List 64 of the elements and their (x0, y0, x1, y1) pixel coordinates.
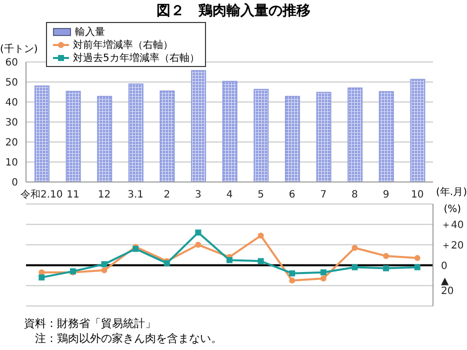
point (320, 269, 326, 276)
point (195, 230, 202, 236)
point (195, 242, 202, 248)
point (352, 244, 358, 251)
x-tick-label: 10 (410, 189, 424, 200)
y-tick-label: 50 (5, 78, 18, 89)
x-tick-label: 12 (98, 189, 111, 200)
point (383, 265, 390, 272)
x-tick-label: 令和2.10 (20, 188, 63, 200)
y-tick-label: ＋40 (441, 220, 464, 231)
bar (128, 84, 144, 182)
legend-label: 対過去5カ年増減率（右軸） (72, 52, 200, 64)
bar (284, 96, 300, 182)
y-tick-label: 0 (12, 178, 18, 189)
bar (348, 88, 363, 182)
y-tick-label: 30 (5, 118, 18, 129)
y-tick-label: 40 (5, 98, 18, 109)
x-tick-label: 6 (288, 189, 296, 200)
x-tick-label: 7 (320, 189, 327, 200)
y-tick-label: ▲ 20 (441, 276, 454, 298)
point (414, 264, 420, 270)
x-tick-label: 3.1 (128, 189, 144, 200)
point (289, 270, 296, 276)
bar (410, 78, 426, 182)
bar (97, 96, 112, 182)
bar (66, 90, 81, 182)
y-axis-title: (千トン) (0, 42, 38, 56)
y-tick-label: 20 (5, 138, 18, 149)
x-tick-label: 11 (66, 189, 80, 200)
point (320, 275, 326, 282)
bar (222, 80, 238, 182)
point (226, 257, 232, 264)
point (414, 255, 420, 262)
point (383, 253, 390, 260)
y-tick-label: 0 (441, 260, 448, 272)
point (258, 258, 264, 264)
text: 輸入量 (75, 26, 105, 38)
x-axis-title: (年.月) (436, 186, 467, 199)
point (38, 274, 45, 280)
point (101, 267, 108, 274)
bar (254, 88, 269, 182)
point (101, 261, 108, 268)
point (352, 264, 358, 270)
x-tick-label: 3 (195, 189, 202, 200)
y-axis-title: (%) (444, 204, 461, 215)
bar (378, 91, 394, 182)
text: 資料：財務省「貿易統計」 (24, 316, 157, 331)
y-tick-label: 60 (5, 58, 18, 69)
x-tick-label: 5 (258, 189, 264, 200)
bar (34, 86, 50, 182)
legend-label: 対前年増減率（右軸） (72, 38, 174, 51)
x-tick-label: 8 (352, 189, 358, 200)
x-tick-label: 2 (164, 189, 170, 200)
point (258, 232, 264, 239)
bar (316, 92, 332, 182)
x-tick-label: 9 (382, 189, 390, 200)
y-tick-label: 10 (5, 158, 18, 169)
y-tick-label: ＋20 (441, 240, 464, 252)
point (289, 278, 296, 284)
bar (160, 90, 175, 182)
chart-title: 図２ 鶏肉輸入量の推移 (156, 2, 312, 20)
text: 注：鶏肉以外の家きん肉を含まない。 (34, 331, 222, 346)
x-tick-label: 4 (226, 189, 233, 200)
bar (191, 70, 206, 182)
